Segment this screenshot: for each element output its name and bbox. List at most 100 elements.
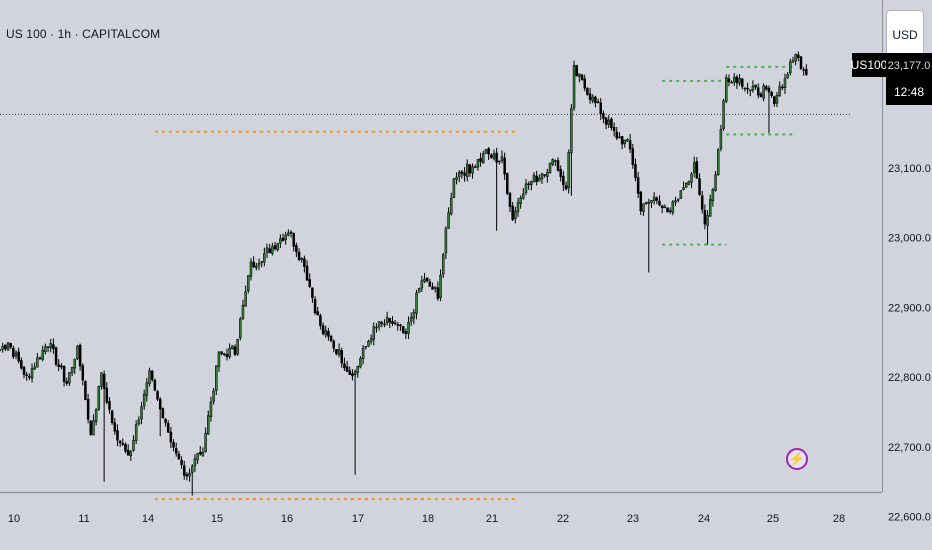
candle-body [567,152,570,188]
candle-body [423,278,426,282]
candle-body [44,346,47,352]
candle-body [431,286,434,290]
candle-body [345,366,349,372]
candle-body [329,335,333,341]
candle-body [556,160,560,171]
symbol-title[interactable]: US 100 · 1h · CAPITALCOM [6,27,161,41]
candle-body [474,166,477,169]
candle-body [514,210,517,220]
candle-body [634,164,637,179]
candle-body [284,234,287,241]
candle-body [327,330,330,337]
candle-body [22,367,26,375]
lightning-icon[interactable]: ⚡ [786,448,808,470]
candle-body [353,371,357,376]
candle-body [612,126,616,132]
candle-body [185,474,189,477]
candle-body [313,298,317,314]
candle-body [212,390,215,402]
candle-body [588,93,592,100]
candle-body [361,347,365,360]
candle-body [580,74,584,80]
candle-body [12,348,15,358]
candle-body [655,197,659,201]
candle-body [46,346,50,348]
candle-body [628,139,632,150]
candle-body [14,352,18,357]
candle-body [124,443,127,452]
x-tick-label: 14 [142,513,154,525]
candle-body [546,171,549,177]
candle-body [775,94,779,104]
candle-body [97,386,101,410]
candle-body [84,380,87,401]
candle-body [190,466,194,473]
candle-body [279,238,282,244]
candle-body [687,181,691,185]
x-tick-label: 28 [833,513,845,525]
candle-body [121,443,125,445]
candle-body [636,177,640,194]
candle-body [770,91,773,97]
candle-body [570,108,573,154]
candle-body [287,232,290,236]
candle-body [364,346,368,348]
candle-body [524,183,528,193]
candle-body [148,370,151,385]
candle-body [476,159,480,168]
candle-body [500,156,504,161]
candle-body [70,367,74,374]
candle-body [690,173,693,183]
candle-body [703,210,707,225]
candle-body [62,365,66,382]
x-tick-label: 24 [698,513,710,525]
candle-body [650,199,653,203]
candle-body [223,353,226,355]
candle-body [658,200,661,206]
candle-body [369,338,373,342]
candle-body [52,344,55,350]
currency-button[interactable]: USD [886,10,924,60]
candle-body [193,458,197,467]
candle-body [377,321,381,328]
candle-body [396,324,400,326]
candle-body [743,87,747,90]
candle-body [719,129,723,149]
candle-body [166,423,170,433]
candle-body [321,325,325,334]
candle-body [169,431,173,443]
candle-body [303,258,306,267]
candle-body [716,149,720,175]
candle-body [449,198,453,215]
y-tick-label: 23,100.0 [888,163,931,175]
candle-body [503,157,506,175]
candle-body [225,354,229,358]
candle-body [457,172,461,177]
candle-body [305,265,309,281]
candle-body [92,420,95,436]
candle-body [244,291,247,307]
candle-body [741,78,744,87]
candle-body [129,451,133,457]
candle-body [172,442,175,448]
candle-body [57,364,60,368]
candle-body [484,149,488,154]
candle-body [420,280,424,289]
candle-body [228,348,231,358]
candle-body [631,148,635,165]
candle-body [508,193,512,207]
candle-body [263,253,266,263]
candle-body [532,174,536,183]
candle-body [372,326,376,340]
candle-body [308,279,311,287]
candle-body [578,73,581,78]
candle-body [767,87,771,93]
y-tick-label: 23,000.0 [888,233,931,245]
candle-body [110,410,114,424]
candle-body [455,176,458,180]
candle-body [506,173,509,194]
candle-body [519,197,522,204]
y-tick-label: 22,900.0 [888,302,931,314]
candle-body [335,349,338,355]
candle-body [668,210,672,213]
